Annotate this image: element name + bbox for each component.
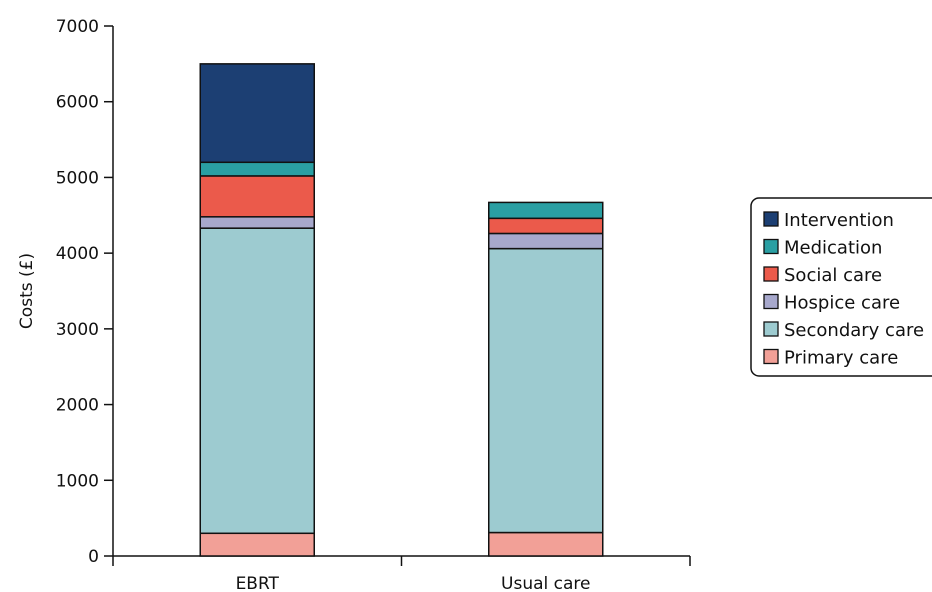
y-tick-label: 7000 (56, 17, 99, 37)
legend-swatch (763, 238, 779, 255)
y-tick-label: 3000 (56, 320, 99, 340)
bar-segment (488, 201, 604, 220)
legend-label: Hospice care (784, 293, 900, 314)
legend: Intervention Medication Social care Hospice… (750, 197, 932, 377)
y-tick-label: 1000 (56, 471, 99, 491)
legend-swatch (763, 293, 779, 310)
y-tick-label: 0 (88, 547, 99, 567)
legend-label: Intervention (784, 210, 894, 231)
bar-stack (488, 201, 604, 557)
x-tick-label: Usual care (501, 574, 590, 592)
bar-segment (199, 161, 315, 177)
bar-segment (488, 247, 604, 534)
bar-segment (488, 232, 604, 250)
y-tick-label: 4000 (56, 244, 99, 264)
legend-swatch (763, 266, 779, 282)
bar-segment (488, 531, 604, 557)
legend-label: Primary care (784, 348, 898, 369)
bars (199, 63, 604, 557)
x-axis: EBRT Usual care (112, 555, 691, 592)
bar-segment (199, 532, 315, 557)
y-tick-label: 6000 (56, 93, 99, 113)
legend-swatch (763, 348, 779, 365)
legend-swatch (763, 211, 779, 227)
bar-segment (488, 217, 604, 235)
y-axis-title: Costs (£) (17, 253, 37, 329)
legend-label: Secondary care (784, 320, 924, 341)
legend-box (750, 197, 932, 377)
bar-segment (199, 175, 315, 218)
y-tick-label: 5000 (56, 168, 99, 188)
y-tick-label: 2000 (56, 396, 99, 416)
legend-label: Social care (784, 265, 882, 286)
bar-segment (199, 63, 315, 164)
legend-label: Medication (784, 238, 882, 259)
bar-segment (199, 227, 315, 535)
x-tick-label: EBRT (236, 574, 280, 592)
legend-swatch (763, 321, 779, 337)
bar-stack (199, 63, 315, 557)
y-axis: 0 1000 2000 3000 4000 5000 6000 7000 (56, 17, 114, 567)
bar-segment (199, 216, 315, 229)
